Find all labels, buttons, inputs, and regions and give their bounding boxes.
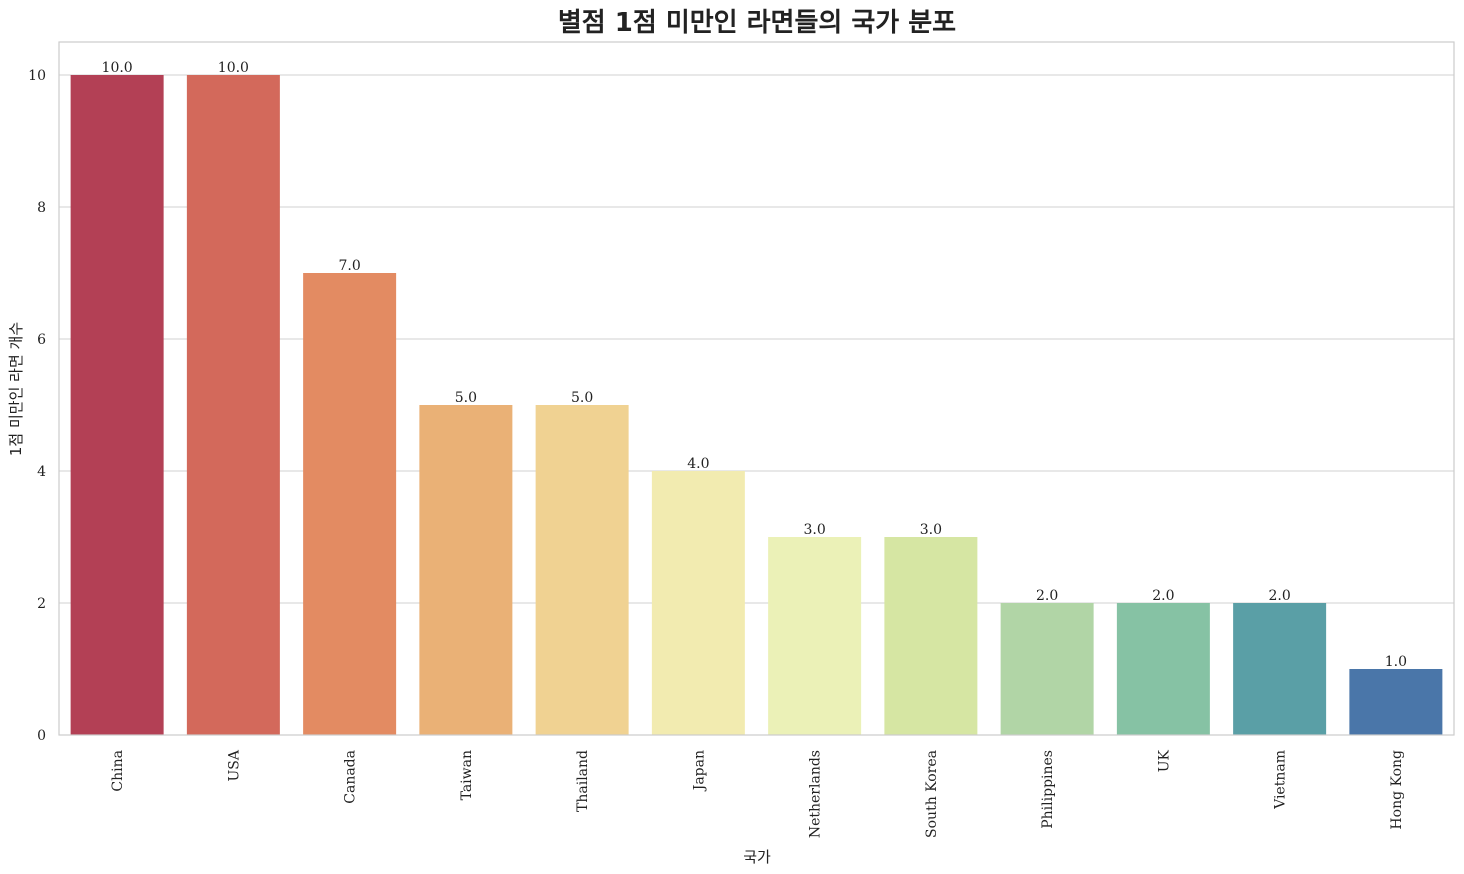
bar-value-label: 2.0 bbox=[1268, 588, 1290, 604]
y-tick-label: 10 bbox=[28, 68, 46, 84]
y-tick-label: 2 bbox=[37, 596, 46, 612]
x-tick-label: Thailand bbox=[575, 750, 591, 812]
x-tick-label: Philippines bbox=[1040, 750, 1056, 829]
bar-value-label: 10.0 bbox=[102, 60, 133, 76]
bar-thailand bbox=[535, 405, 629, 735]
x-tick-label: Hong Kong bbox=[1389, 750, 1405, 830]
bar-china bbox=[70, 75, 164, 735]
bar-uk bbox=[1116, 603, 1210, 735]
bar-canada bbox=[303, 273, 397, 735]
bar-value-label: 3.0 bbox=[920, 522, 942, 538]
bar-value-label: 1.0 bbox=[1385, 654, 1407, 670]
bars bbox=[70, 75, 1443, 735]
bar-netherlands bbox=[768, 537, 862, 735]
x-axis-label: 국가 bbox=[743, 848, 771, 866]
bar-value-label: 2.0 bbox=[1152, 588, 1174, 604]
x-tick-label: Taiwan bbox=[459, 750, 475, 800]
bar-value-label: 5.0 bbox=[571, 390, 593, 406]
y-axis-ticks: 0 2 4 6 8 10 bbox=[28, 68, 46, 744]
x-tick-label: USA bbox=[226, 749, 242, 781]
bar-usa bbox=[186, 75, 280, 735]
x-tick-label: Netherlands bbox=[808, 750, 824, 838]
y-axis-label: 1점 미만인 라면 개수 bbox=[7, 322, 25, 456]
bar-value-label: 10.0 bbox=[218, 60, 249, 76]
x-tick-label: Japan bbox=[691, 750, 707, 792]
y-tick-label: 0 bbox=[37, 728, 46, 744]
bar-japan bbox=[651, 471, 745, 735]
bar-value-label: 5.0 bbox=[455, 390, 477, 406]
x-tick-label: UK bbox=[1156, 749, 1172, 772]
x-tick-label: Vietnam bbox=[1273, 750, 1289, 810]
x-tick-label: South Korea bbox=[924, 750, 940, 838]
plot-frame bbox=[58, 41, 1455, 736]
bar-taiwan bbox=[419, 405, 513, 735]
x-tick-label: Canada bbox=[343, 750, 359, 804]
y-tick-label: 8 bbox=[37, 200, 46, 216]
bar-value-label: 7.0 bbox=[338, 258, 360, 274]
y-tick-label: 4 bbox=[37, 464, 46, 480]
x-tick-label: China bbox=[110, 750, 126, 792]
bar-value-label: 2.0 bbox=[1036, 588, 1058, 604]
x-axis-ticks: China USA Canada Taiwan Thailand Japan Netherl… bbox=[110, 749, 1405, 838]
bar-south-korea bbox=[884, 537, 978, 735]
bar-value-label: 4.0 bbox=[687, 456, 709, 472]
y-tick-label: 6 bbox=[37, 332, 46, 348]
chart-title: 별점 1점 미만인 라면들의 국가 분포 bbox=[558, 8, 956, 38]
bar-philippines bbox=[1000, 603, 1094, 735]
bar-vietnam bbox=[1233, 603, 1327, 735]
bar-value-label: 3.0 bbox=[803, 522, 825, 538]
bar-hong-kong bbox=[1349, 669, 1443, 735]
bar-labels: 10.0 10.0 7.0 5.0 5.0 4.0 3.0 3.0 2.0 2.0 2.0 1.0 bbox=[102, 60, 1407, 670]
